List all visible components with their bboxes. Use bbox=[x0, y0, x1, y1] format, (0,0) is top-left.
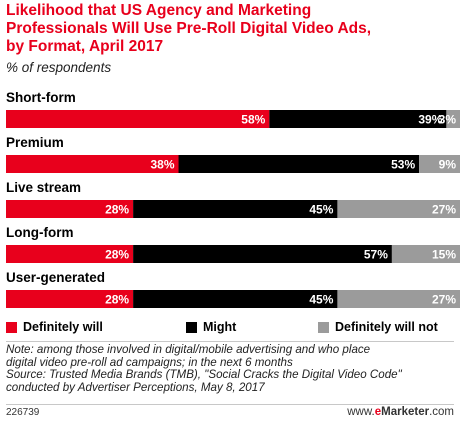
title-line-1: Likelihood that US Agency and Marketing bbox=[6, 2, 312, 19]
note-line-1: Note: among those involved in digital/mo… bbox=[6, 343, 371, 356]
data-label-short-form-definitely-will: 58% bbox=[241, 113, 265, 127]
data-label-user-generated-definitely-will: 28% bbox=[105, 293, 129, 307]
brand-prefix: www. bbox=[347, 406, 375, 418]
legend-item-definitely-will-not: Definitely will not bbox=[318, 318, 438, 336]
category-label-long-form: Long-form bbox=[6, 225, 73, 240]
data-label-short-form-definitely-will-not: 3% bbox=[439, 113, 457, 127]
legend-swatch-definitely-will bbox=[6, 321, 17, 333]
bar-long-form-might bbox=[133, 245, 392, 263]
bar-live-stream-definitely-will bbox=[6, 200, 134, 218]
source-line-1: Source: Trusted Media Brands (TMB), "Soc… bbox=[6, 368, 402, 382]
legend-item-might: Might bbox=[186, 318, 236, 336]
legend-item-definitely-will: Definitely will bbox=[6, 318, 103, 336]
emarketer-brand: www.eMarketer.com bbox=[347, 406, 454, 418]
data-label-user-generated-might: 45% bbox=[309, 293, 333, 307]
bar-user-generated-might bbox=[133, 290, 338, 308]
bar-long-form-definitely-will bbox=[6, 245, 134, 263]
data-label-premium-definitely-will: 38% bbox=[150, 158, 174, 172]
category-label-live-stream: Live stream bbox=[6, 180, 81, 195]
title-line-2: Professionals Will Use Pre-Roll Digital … bbox=[6, 20, 372, 37]
data-label-long-form-definitely-will: 28% bbox=[105, 248, 129, 262]
chart-notes: Note: among those involved in digital/mo… bbox=[6, 343, 456, 394]
bar-short-form-might bbox=[269, 110, 447, 128]
category-label-user-generated: User-generated bbox=[6, 270, 105, 285]
data-label-long-form-might: 57% bbox=[364, 248, 388, 262]
divider-top bbox=[6, 341, 454, 342]
bar-live-stream-definitely-will-not bbox=[337, 200, 460, 218]
source-line-2: conducted by Advertiser Perceptions, May… bbox=[6, 380, 265, 394]
data-label-live-stream-definitely-will-not: 27% bbox=[432, 203, 456, 217]
bar-premium-definitely-will bbox=[6, 155, 179, 173]
note-line-2: digital video pre-roll ad campaigns; in … bbox=[6, 355, 293, 369]
legend-label-definitely-will-not: Definitely will not bbox=[335, 320, 438, 334]
category-label-short-form: Short-form bbox=[6, 90, 76, 105]
legend-label-definitely-will: Definitely will bbox=[23, 320, 103, 334]
data-label-short-form-might: 39% bbox=[418, 113, 442, 127]
title-line-3: by Format, April 2017 bbox=[6, 38, 164, 55]
legend-swatch-might bbox=[186, 321, 197, 333]
legend-swatch-definitely-will-not bbox=[318, 321, 329, 333]
bar-user-generated-definitely-will bbox=[6, 290, 134, 308]
bar-live-stream-might bbox=[133, 200, 338, 218]
chart-subtitle: % of respondents bbox=[6, 60, 112, 75]
legend-label-might: Might bbox=[203, 320, 237, 334]
brand-name: Marketer bbox=[381, 406, 430, 418]
chart-id: 226739 bbox=[6, 407, 40, 418]
data-label-long-form-definitely-will-not: 15% bbox=[432, 248, 456, 262]
divider-bottom bbox=[6, 404, 454, 405]
data-label-live-stream-might: 45% bbox=[309, 203, 333, 217]
bar-long-form-definitely-will-not bbox=[391, 245, 460, 263]
data-label-live-stream-definitely-will: 28% bbox=[105, 203, 129, 217]
category-label-premium: Premium bbox=[6, 135, 64, 150]
bar-short-form-definitely-will-not bbox=[446, 110, 460, 128]
legend: Definitely will Might Definitely will no… bbox=[0, 318, 460, 336]
data-label-premium-might: 53% bbox=[391, 158, 415, 172]
bar-premium-might bbox=[178, 155, 420, 173]
chart-title: Likelihood that US Agency and Marketing … bbox=[6, 2, 456, 56]
brand-e: e bbox=[374, 406, 382, 418]
brand-suffix: .com bbox=[429, 406, 454, 418]
bar-short-form-definitely-will bbox=[6, 110, 270, 128]
bar-user-generated-definitely-will-not bbox=[337, 290, 460, 308]
data-label-premium-definitely-will-not: 9% bbox=[439, 158, 457, 172]
bar-premium-definitely-will-not bbox=[419, 155, 460, 173]
stacked-bar-chart: Short-form 58% 39%3% Premium 38% 53% 9% Live st… bbox=[6, 90, 460, 308]
data-label-user-generated-definitely-will-not: 27% bbox=[432, 293, 456, 307]
